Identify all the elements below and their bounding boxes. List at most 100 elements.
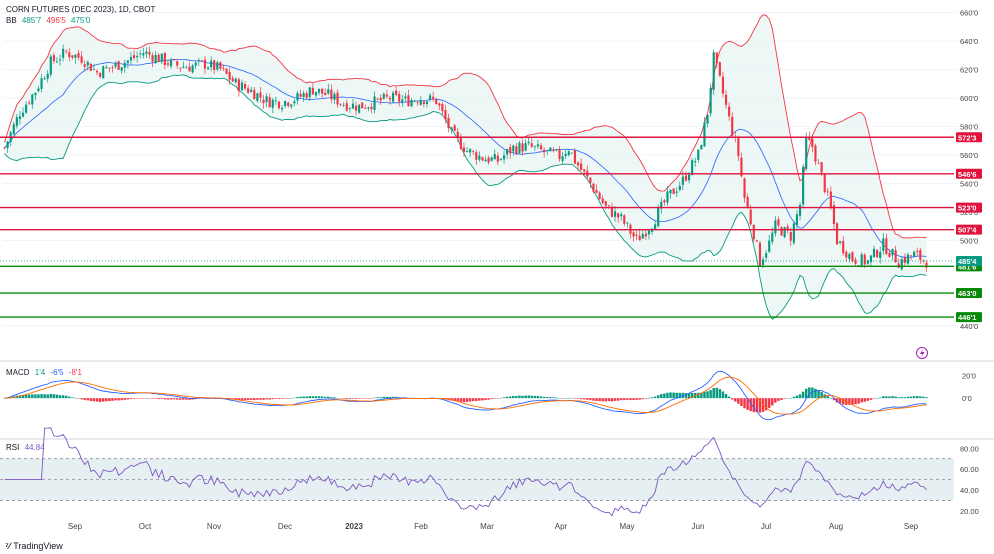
macd-hist-bar xyxy=(635,398,638,400)
macd-hist-bar xyxy=(268,398,271,400)
candle-body xyxy=(632,232,635,237)
candle-body xyxy=(382,93,385,99)
candle-body xyxy=(311,87,314,95)
macd-hist-bar xyxy=(721,391,725,399)
macd-hist-bar xyxy=(367,398,370,399)
macd-legend[interactable]: MACD 1'4 -6'5 -8'1 xyxy=(6,368,85,377)
macd-hist-bar xyxy=(58,395,62,399)
candle-body xyxy=(496,155,499,162)
bb-legend[interactable]: BB 485'7 496'5 475'0 xyxy=(6,16,93,25)
macd-hist-bar xyxy=(595,398,598,401)
macd-hist-bar xyxy=(545,397,549,399)
macd-hist-bar xyxy=(857,398,860,404)
macd-hist-bar xyxy=(308,396,312,399)
candle-body xyxy=(438,103,441,106)
macd-hist-bar xyxy=(610,398,614,402)
candle-body xyxy=(213,60,216,71)
candle-body xyxy=(6,141,9,148)
macd-axis-tick: 20'0 xyxy=(962,371,976,380)
macd-hist-bar xyxy=(302,396,305,399)
candle-body xyxy=(342,105,345,106)
macd-hist-bar xyxy=(586,398,589,400)
candle-body xyxy=(166,63,170,65)
candle-body xyxy=(435,98,438,105)
candle-body xyxy=(657,208,660,227)
macd-hist-bar xyxy=(240,398,244,400)
candle-body xyxy=(428,95,432,100)
price-axis-tick: 620'0 xyxy=(960,65,978,74)
macd-hist-bar xyxy=(552,397,555,399)
macd-hist-bar xyxy=(746,398,749,410)
candle-body xyxy=(169,59,173,67)
candle-body xyxy=(317,88,321,93)
candle-body xyxy=(339,103,342,105)
candle-body xyxy=(897,263,900,268)
macd-hist-bar xyxy=(342,398,345,399)
macd-hist-bar xyxy=(123,398,127,400)
macd-hist-bar xyxy=(280,398,284,399)
candle-body xyxy=(367,107,370,109)
macd-hist-bar xyxy=(108,398,111,402)
macd-hist-bar xyxy=(669,392,672,399)
candle-body xyxy=(691,160,694,175)
macd-hist-bar xyxy=(536,396,540,399)
rsi-axis-tick: 20.00 xyxy=(960,507,979,516)
candle-body xyxy=(49,56,52,75)
macd-hist-bar xyxy=(484,398,487,400)
macd-hist-bar xyxy=(875,398,879,399)
candle-body xyxy=(900,259,903,270)
candle-body xyxy=(518,142,521,154)
candle-body xyxy=(561,156,564,161)
macd-hist-bar xyxy=(243,398,247,400)
candle-body xyxy=(654,224,657,230)
candle-body xyxy=(703,122,706,147)
candle-body xyxy=(576,162,580,166)
candle-body xyxy=(271,99,274,108)
tradingview-brand: TradingView xyxy=(13,541,63,551)
candle-body xyxy=(416,102,419,104)
macd-hist-bar xyxy=(34,394,37,399)
macd-hist-bar xyxy=(487,398,490,400)
candle-body xyxy=(647,230,651,235)
macd-hist-bar xyxy=(120,398,123,401)
candle-body xyxy=(80,56,83,63)
candle-body xyxy=(126,60,129,64)
macd-hist-bar xyxy=(866,398,870,401)
macd-hist-bar xyxy=(129,398,133,400)
candle-body xyxy=(728,106,731,117)
macd-hist-bar xyxy=(21,395,25,399)
macd-hist-bar xyxy=(792,396,796,399)
macd-hist-bar xyxy=(647,397,651,399)
macd-hist-bar xyxy=(675,392,678,399)
macd-hist-bar xyxy=(700,392,703,399)
candle-body xyxy=(481,157,484,161)
candle-body xyxy=(802,166,805,205)
macd-hist-bar xyxy=(333,397,336,399)
macd-hist-bar xyxy=(801,391,805,399)
candle-body xyxy=(814,145,817,162)
resistance-label-bg xyxy=(956,168,982,179)
price-axis-tick: 500'0 xyxy=(960,236,978,245)
candle-body xyxy=(21,112,25,117)
macd-hist-bar xyxy=(814,388,817,399)
candle-body xyxy=(398,94,401,102)
candle-body xyxy=(200,60,203,62)
candle-body xyxy=(95,70,99,73)
candle-body xyxy=(666,191,669,203)
candle-body xyxy=(752,224,755,240)
candle-body xyxy=(817,163,820,164)
macd-hist-bar xyxy=(135,398,139,399)
macd-hist-bar xyxy=(55,394,59,399)
candle-body xyxy=(774,220,777,234)
tradingview-icon: ⁷∕ xyxy=(5,541,11,551)
candle-body xyxy=(37,88,40,92)
macd-hist-bar xyxy=(512,395,515,399)
macd-hist-bar xyxy=(906,396,910,399)
candle-body xyxy=(299,94,302,97)
macd-histogram xyxy=(3,387,928,413)
rsi-legend[interactable]: RSI 44.84 xyxy=(6,443,48,452)
tradingview-logo[interactable]: ⁷∕ TradingView xyxy=(5,541,63,551)
candle-body xyxy=(28,102,31,104)
macd-hist-bar xyxy=(311,396,315,399)
